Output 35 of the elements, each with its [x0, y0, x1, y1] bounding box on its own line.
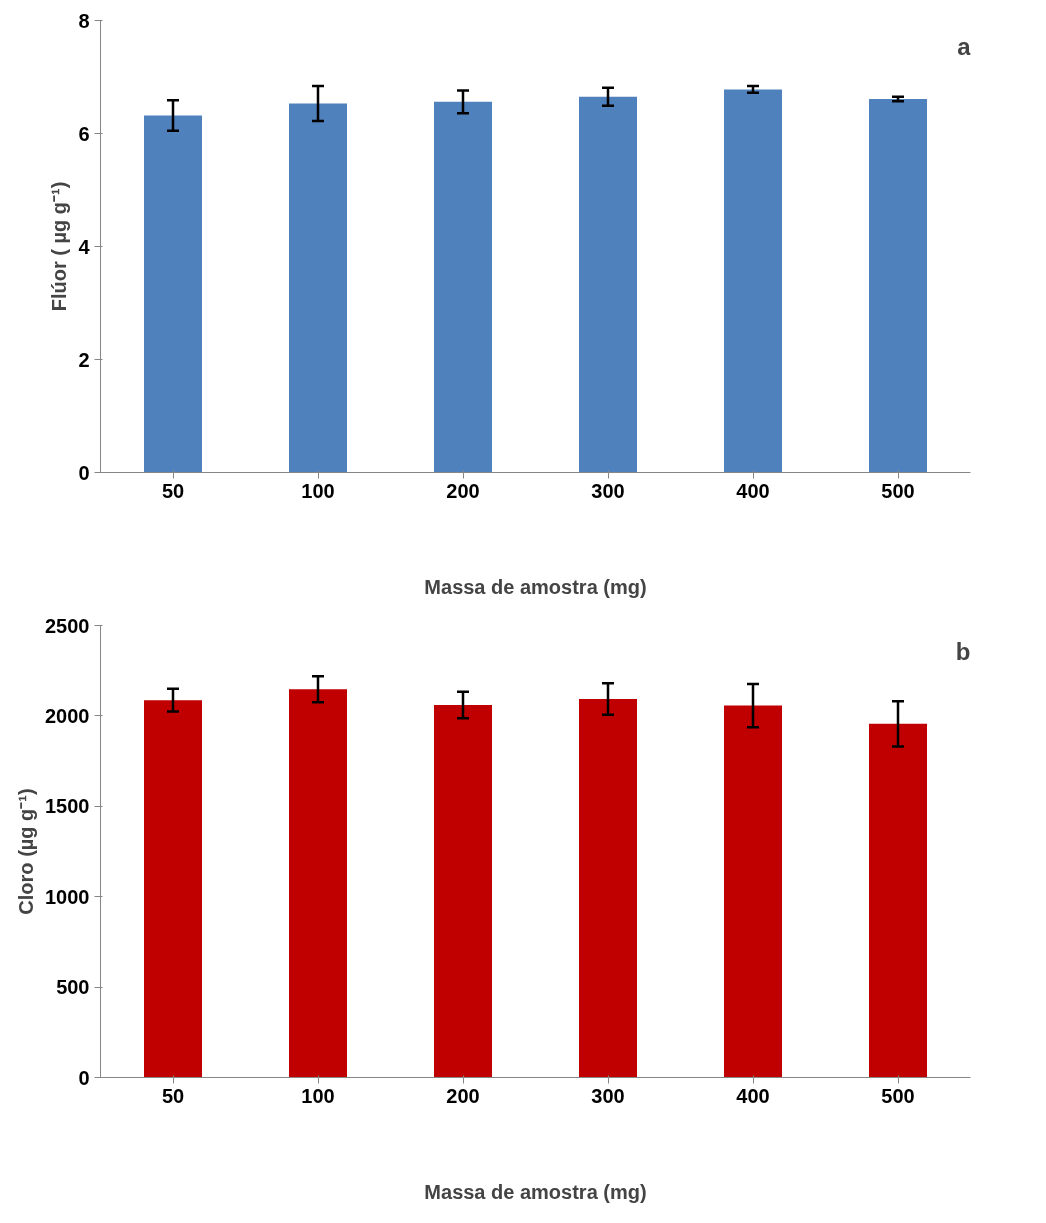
x-tick-label: 50 — [161, 1084, 185, 1107]
y-tick-label: 2500 — [45, 614, 90, 637]
y-tick-label: 0 — [78, 461, 90, 484]
x-tick-label: 100 — [301, 1084, 335, 1107]
y-tick-label: 0 — [78, 1066, 90, 1089]
x-tick-label: 200 — [446, 479, 480, 502]
y-tick-label: 6 — [78, 122, 90, 145]
y-tick-label: 1000 — [45, 885, 90, 908]
y-axis-title: Cloro (µg g⁻¹) — [15, 788, 38, 915]
y-tick-label: 4 — [78, 235, 91, 258]
y-tick-label: 2 — [78, 348, 90, 371]
x-tick-label: 500 — [881, 479, 915, 502]
bar — [434, 101, 492, 473]
x-tick-label: 200 — [446, 1084, 480, 1107]
x-tick-label: 400 — [736, 479, 770, 502]
y-tick-label: 2000 — [45, 704, 90, 727]
bar — [144, 115, 202, 473]
bar — [579, 96, 637, 473]
x-tick-label: 300 — [591, 1084, 625, 1107]
x-tick-label: 100 — [301, 479, 335, 502]
y-axis-title: Flúor ( µg g⁻¹) — [48, 181, 71, 312]
y-tick-label: 1500 — [45, 795, 90, 818]
annotation: a — [957, 32, 972, 60]
x-tick-label: 50 — [161, 479, 185, 502]
x-tick-label: 400 — [736, 1084, 770, 1107]
y-tick-label: 500 — [56, 976, 90, 999]
annotation: b — [955, 637, 971, 665]
y-tick-label: 8 — [78, 9, 90, 32]
x-tick-label: 300 — [591, 479, 625, 502]
bar — [869, 99, 927, 473]
bar — [724, 89, 782, 473]
x-tick-label: 500 — [881, 1084, 915, 1107]
bar — [289, 103, 347, 473]
x-axis-title: Massa de amostra (mg) — [424, 575, 647, 598]
x-axis-title: Massa de amostra (mg) — [424, 1180, 647, 1203]
